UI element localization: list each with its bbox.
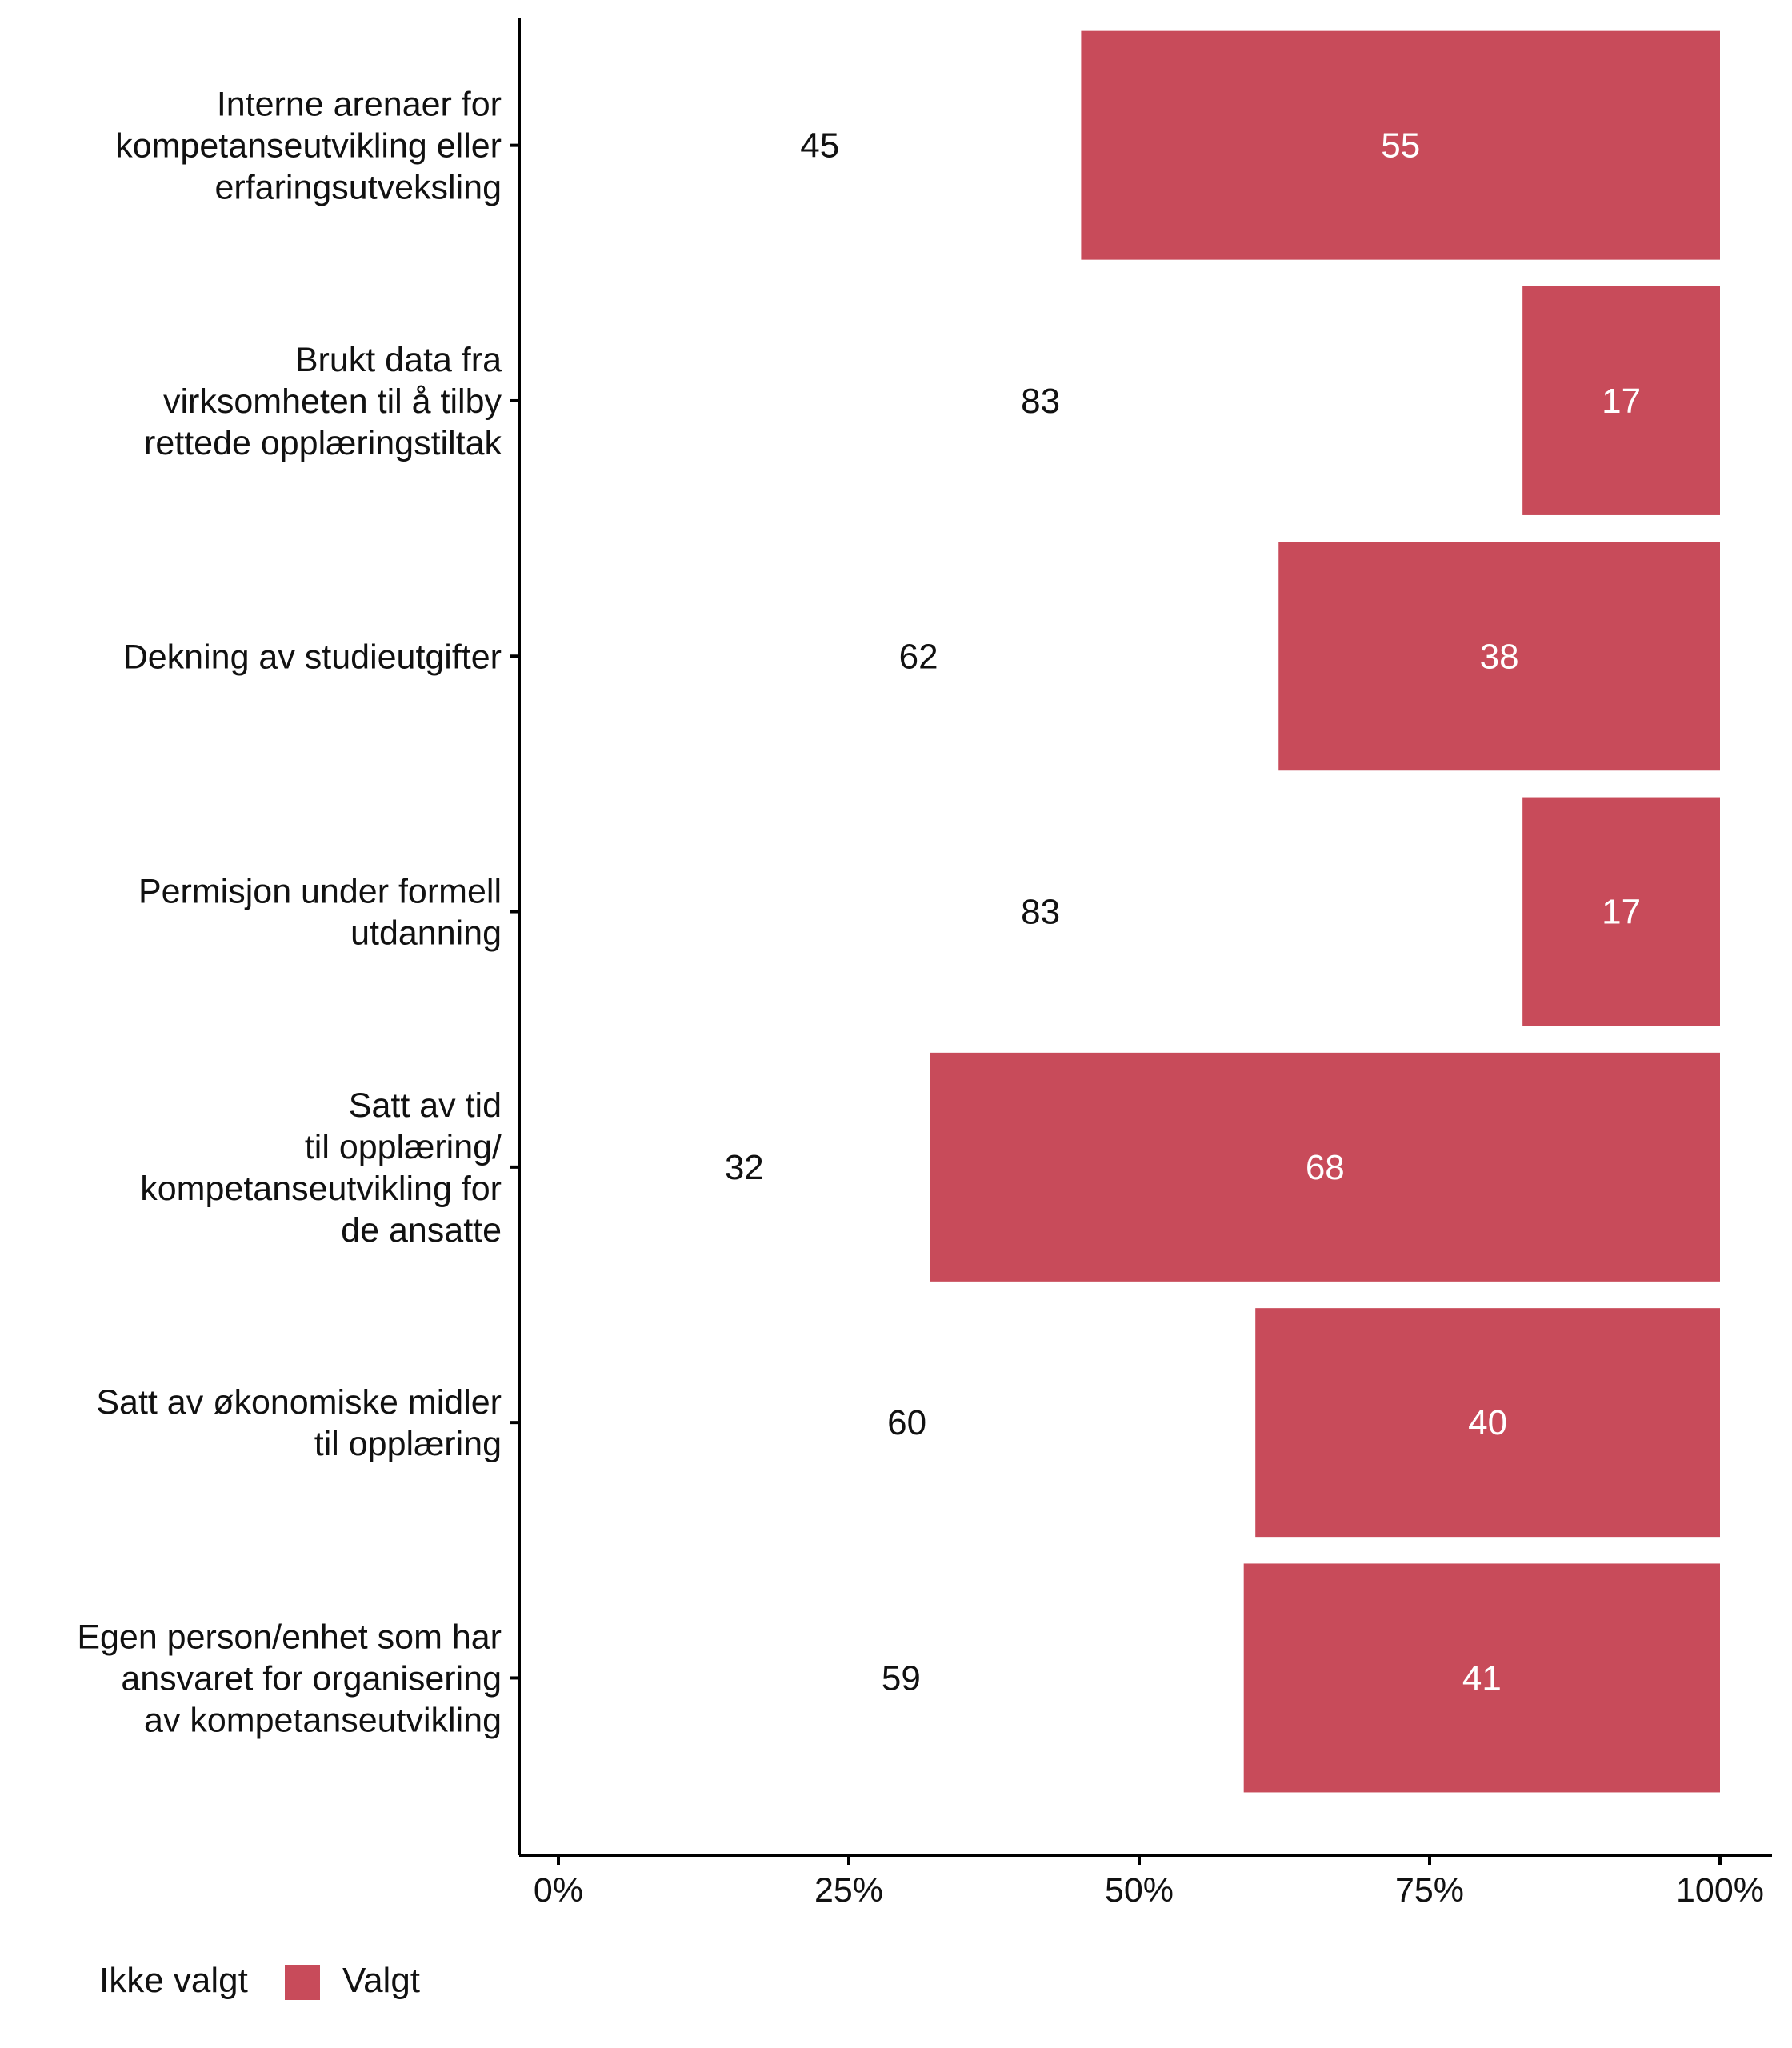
x-tick-label: 0% xyxy=(534,1871,583,1910)
category-labels-layer: Interne arenaer for kompetanseutvikling e… xyxy=(77,86,519,1739)
value-label-ikke-valgt: 45 xyxy=(800,126,839,166)
value-label-ikke-valgt: 59 xyxy=(882,1658,921,1698)
category-label: Dekning av studieutgifter xyxy=(123,638,502,676)
x-tick-label: 75% xyxy=(1395,1871,1464,1910)
bar-valgt xyxy=(1081,30,1720,260)
value-label-ikke-valgt: 32 xyxy=(725,1148,764,1187)
x-tick-label: 50% xyxy=(1105,1871,1174,1910)
bar-valgt xyxy=(930,1052,1720,1282)
legend-label-ikke-valgt: Ikke valgt xyxy=(99,1961,248,2000)
bar-valgt xyxy=(1243,1563,1720,1793)
value-label-valgt: 38 xyxy=(1480,637,1519,676)
bar-ikke-valgt xyxy=(558,286,1523,515)
value-label-ikke-valgt: 62 xyxy=(899,637,938,676)
bar-ikke-valgt xyxy=(558,542,1279,771)
bar-ikke-valgt xyxy=(558,797,1523,1026)
bar-valgt xyxy=(1278,542,1720,771)
value-labels-layer: 45 55 83 17 62 38 83 17 32 68 60 40 59 41 xyxy=(725,126,1641,1698)
category-label: Egen person/enhet som har ansvaret for or… xyxy=(77,1618,502,1739)
bar-ikke-valgt xyxy=(558,1052,930,1282)
bar-ikke-valgt xyxy=(558,1308,1256,1538)
bar-valgt xyxy=(1255,1308,1720,1538)
legend-label-valgt: Valgt xyxy=(342,1961,420,2000)
bar-ikke-valgt xyxy=(558,30,1082,260)
value-label-valgt: 40 xyxy=(1468,1403,1507,1442)
legend: Ikke valgt Valgt xyxy=(99,1961,420,2000)
bar-valgt xyxy=(1522,797,1720,1026)
bars-layer xyxy=(558,30,1720,1793)
value-label-valgt: 41 xyxy=(1462,1658,1502,1698)
value-label-valgt: 17 xyxy=(1602,382,1641,421)
value-label-valgt: 68 xyxy=(1306,1148,1345,1187)
value-label-ikke-valgt: 83 xyxy=(1021,893,1060,932)
bar-ikke-valgt xyxy=(558,1563,1244,1793)
category-label: Satt av økonomiske midler til opplæring xyxy=(96,1383,502,1463)
value-label-ikke-valgt: 60 xyxy=(887,1403,926,1442)
bar-valgt xyxy=(1522,286,1720,515)
legend-swatch-valgt xyxy=(285,1965,320,2000)
category-label: Satt av tid til opplæring/kompetanseutvik… xyxy=(140,1086,502,1250)
category-label: Interne arenaer for kompetanseutvikling e… xyxy=(115,86,502,207)
x-tick-label: 25% xyxy=(814,1871,883,1910)
value-label-valgt: 55 xyxy=(1381,126,1420,166)
value-label-valgt: 17 xyxy=(1602,893,1641,932)
x-axis-ticks: 0% 25% 50% 75% 100% xyxy=(534,1855,1764,1910)
category-label: Brukt data fra virksomheten til å tilby re… xyxy=(144,341,502,462)
category-label: Permisjon under formell utdanning xyxy=(138,873,502,953)
value-label-ikke-valgt: 83 xyxy=(1021,382,1060,421)
x-tick-label: 100% xyxy=(1676,1871,1764,1910)
